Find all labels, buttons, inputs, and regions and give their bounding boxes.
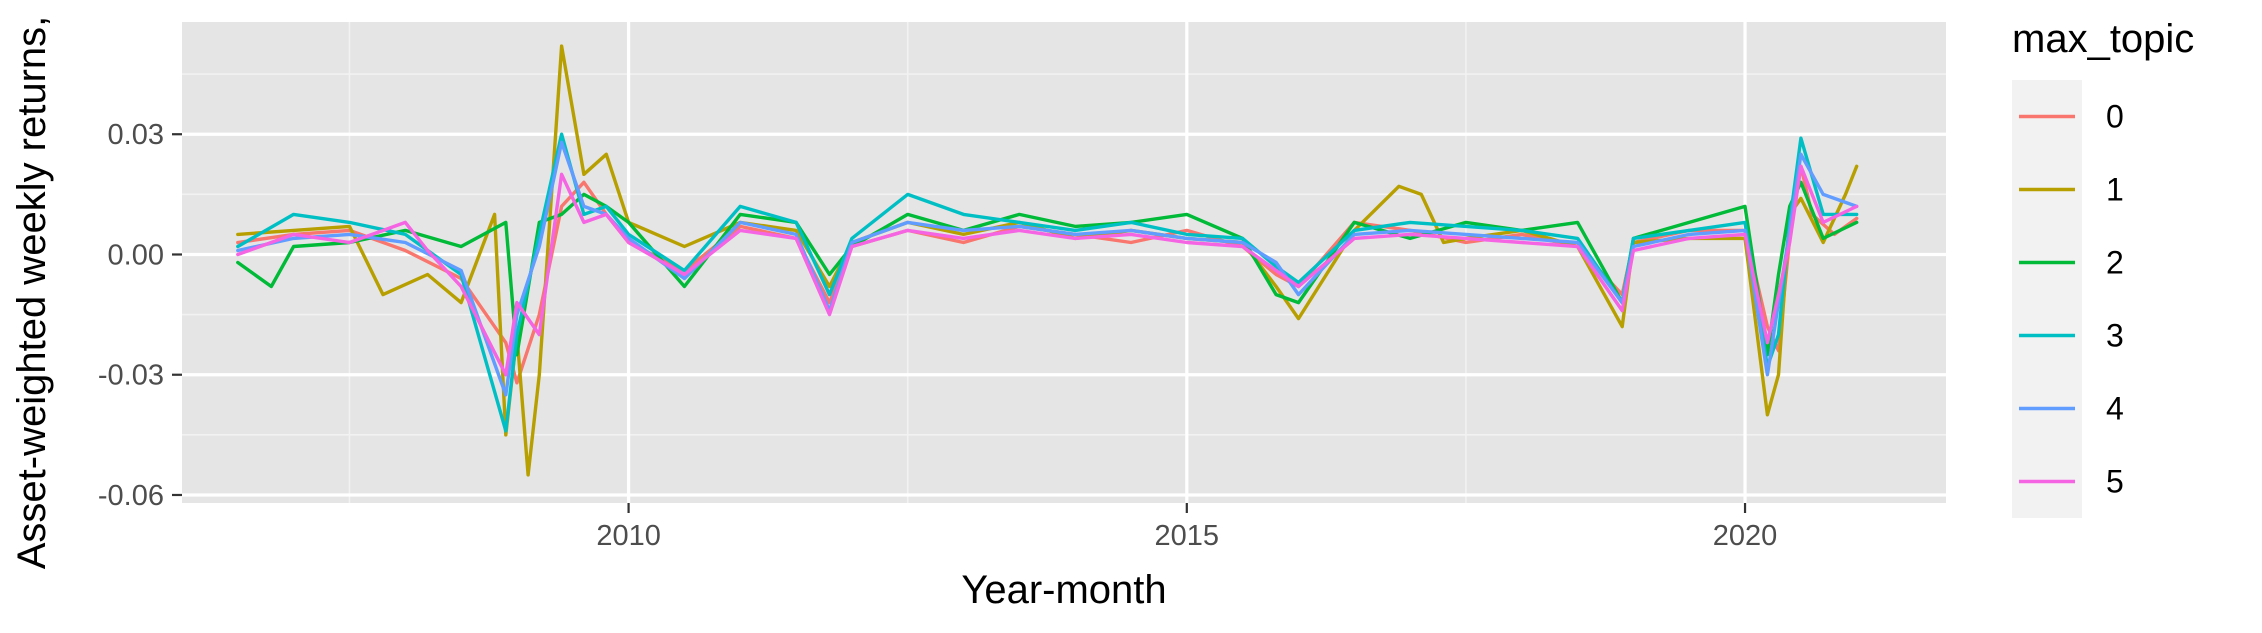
legend-label: 2 [2106, 245, 2124, 281]
y-tick-label: -0.03 [98, 360, 164, 392]
major-grid-y [182, 132, 1946, 497]
x-tick-label: 2010 [596, 520, 661, 552]
minor-grid-x [348, 22, 1467, 503]
x-axis-title: Year-month [961, 568, 1166, 612]
y-tick-label: -0.06 [98, 480, 164, 512]
y-axis: 0.03 0.00 -0.03 -0.06 [98, 119, 182, 512]
series-line-5 [236, 164, 1859, 377]
legend-item-3: 3 [2019, 318, 2124, 354]
legend-label: 1 [2106, 172, 2124, 208]
legend-label: 5 [2106, 464, 2124, 500]
legend-item-5: 5 [2019, 464, 2124, 500]
legend-label: 4 [2106, 391, 2124, 427]
x-tick-label: 2015 [1155, 520, 1220, 552]
legend-item-1: 1 [2019, 172, 2124, 208]
legend-item-0: 0 [2019, 99, 2124, 135]
y-tick-label: 0.03 [108, 119, 164, 151]
x-tick-label: 2020 [1713, 520, 1778, 552]
series-line-4 [236, 140, 1859, 397]
legend-title: max_topic [2012, 17, 2194, 61]
legend-label: 3 [2106, 318, 2124, 354]
y-tick-label: 0.00 [108, 239, 164, 271]
x-axis: 2010 2015 2020 [596, 503, 1777, 552]
legend-item-2: 2 [2019, 245, 2124, 281]
legend-label: 0 [2106, 99, 2124, 135]
legend-key-background [2012, 80, 2082, 518]
legend-item-4: 4 [2019, 391, 2124, 427]
legend: max_topic 0 1 2 3 4 5 [2012, 17, 2194, 518]
y-axis-title: Asset-weighted weekly returns, [10, 16, 54, 570]
legend-items: 0 1 2 3 4 5 [2019, 99, 2124, 500]
major-grid-x [626, 22, 1747, 503]
series-lines [236, 44, 1859, 477]
